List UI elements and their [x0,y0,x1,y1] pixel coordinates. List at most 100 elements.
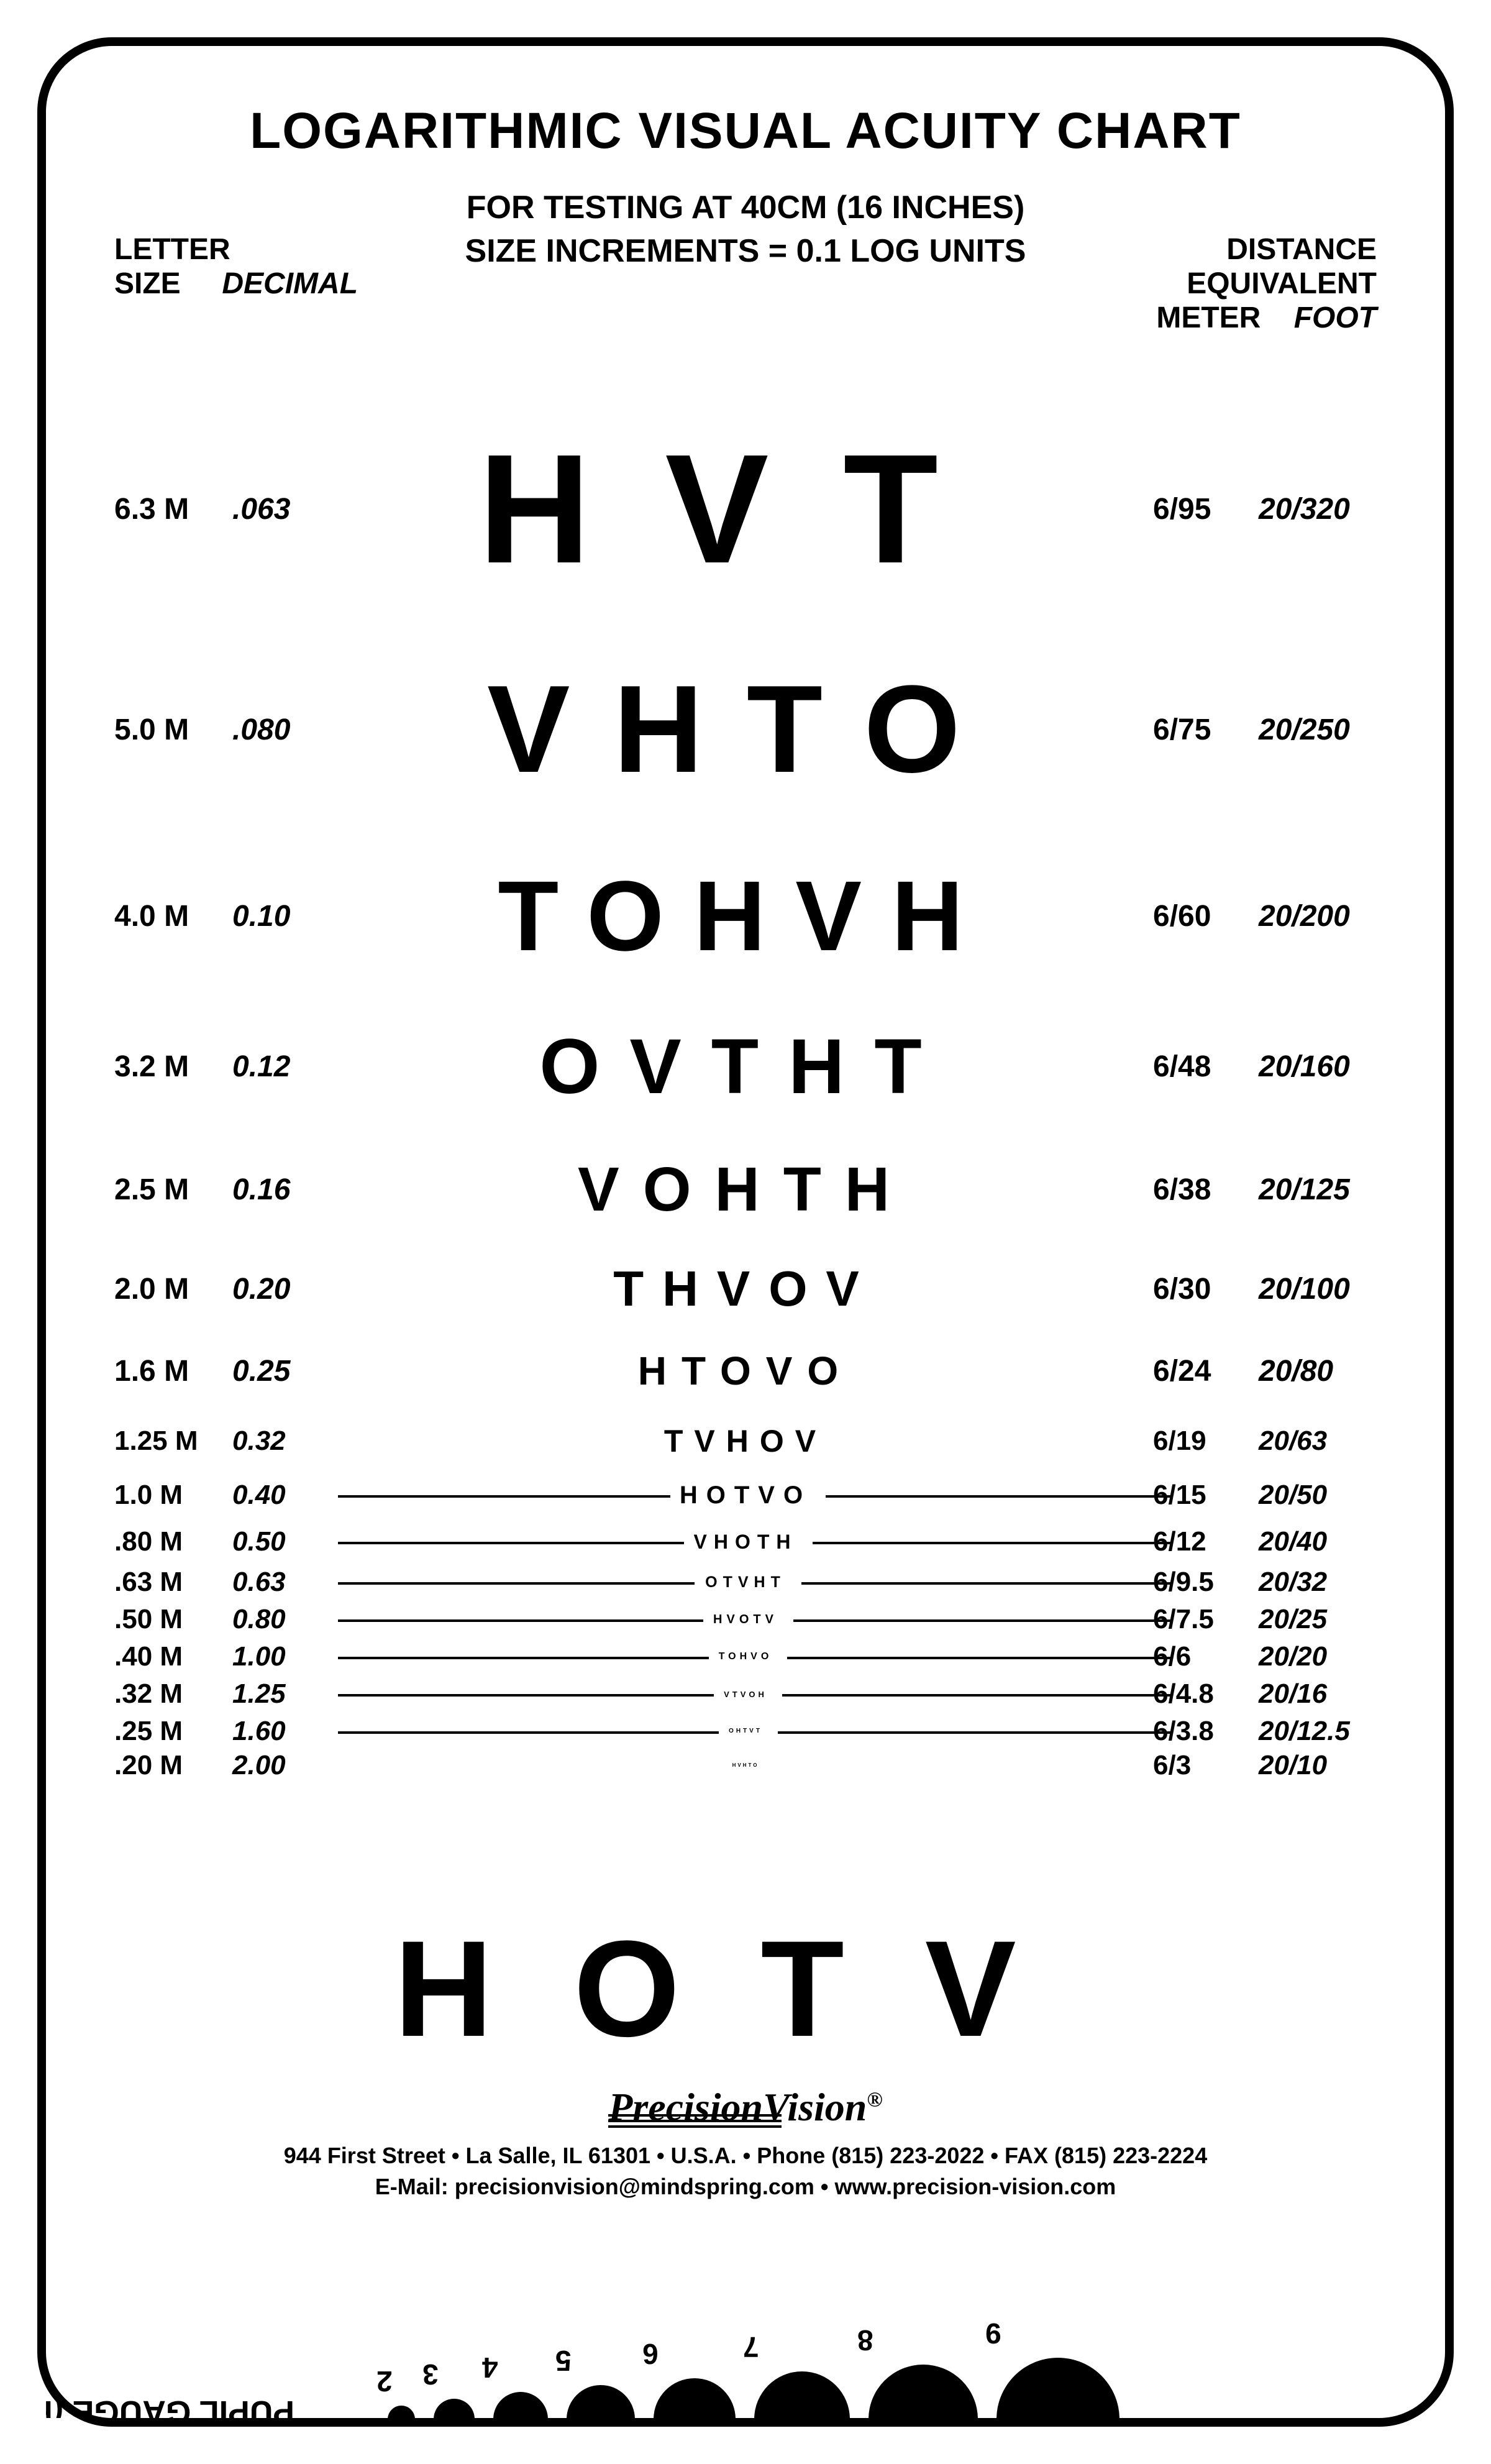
optotype-letters: HTOVO [357,1351,1134,1391]
guide-line [793,1619,1171,1622]
guide-line [782,1694,1170,1697]
optotype-letters: HVT [357,431,1134,587]
pupil-dot [388,2406,415,2418]
acuity-row: 2.5 M0.16VOHTH6/3820/125 [46,1158,1445,1221]
letter-size: 5.0 M [114,713,226,747]
guide-line [338,1542,684,1544]
optotype-letters: HVHTO [357,1763,1134,1768]
acuity-row: .25 M1.60OHTVT6/3.820/12.5 [46,1718,1445,1745]
pupil-dot [754,2371,850,2418]
chart-card: LOGARITHMIC VISUAL ACUITY CHART FOR TEST… [37,37,1454,2427]
pupil-size-label: 3 [422,2358,439,2391]
acuity-row: 1.25 M0.32TVHOV6/1920/63 [46,1426,1445,1457]
chart-subtitle-1: FOR TESTING AT 40CM (16 INCHES) [46,189,1445,226]
header-left-decimal: DECIMAL [222,267,358,300]
bottom-sample-letters: HOTV [46,1910,1445,2068]
pupil-dot [869,2365,978,2418]
header-right-meter: METER [1156,301,1261,334]
brand-block: Precision Vision® 944 First Street • La … [46,2084,1445,2200]
letter-size: 1.25 M [114,1426,226,1457]
header-left: LETTER SIZE DECIMAL [114,232,375,301]
letter-size: .40 M [114,1641,226,1672]
letter-size: 6.3 M [114,492,226,526]
acuity-row: 1.6 M0.25HTOVO6/2420/80 [46,1351,1445,1391]
acuity-row: .32 M1.25VTVOH6/4.820/16 [46,1680,1445,1708]
header-right-line1: DISTANCE EQUIVALENT [1054,232,1377,301]
brand-name: Precision Vision® [46,2084,1445,2130]
distance-foot: 20/200 [1259,899,1383,933]
brand-address: 944 First Street • La Salle, IL 61301 • … [46,2143,1445,2169]
distance-foot: 20/10 [1259,1750,1383,1781]
decimal-value: 1.60 [232,1716,332,1747]
optotype-letters: VOHTH [357,1158,1134,1221]
distance-foot: 20/12.5 [1259,1716,1383,1747]
pupil-dot [996,2358,1119,2418]
letter-size: .50 M [114,1604,226,1635]
acuity-row: .80 M0.50VHOTH6/1220/40 [46,1528,1445,1555]
pupil-size-label: 4 [482,2351,498,2384]
decimal-value: .063 [232,492,332,526]
distance-foot: 20/320 [1259,492,1383,526]
distance-meter: 6/48 [1153,1050,1259,1084]
distance-meter: 6/3 [1153,1750,1259,1781]
distance-foot: 20/40 [1259,1526,1383,1557]
pupil-dot [567,2385,635,2418]
acuity-row: .50 M0.80HVOTV6/7.520/25 [46,1606,1445,1633]
pupil-size-label: 6 [642,2337,659,2371]
decimal-value: 0.16 [232,1173,332,1207]
distance-meter: 6/60 [1153,899,1259,933]
optotype-letters: VHTO [357,667,1134,792]
letter-size: 2.0 M [114,1272,226,1306]
header-right: DISTANCE EQUIVALENT METER FOOT [1054,232,1377,336]
letter-size: .25 M [114,1716,226,1747]
pupil-size-label: 2 [376,2365,393,2398]
guide-line [778,1731,1171,1734]
decimal-value: 1.00 [232,1641,332,1672]
decimal-value: 0.63 [232,1567,332,1598]
optotype-letters: TVHOV [357,1426,1134,1457]
guide-line [338,1731,719,1734]
letter-size: 1.0 M [114,1480,226,1511]
guide-line [338,1495,670,1498]
pupil-size-label: 9 [985,2317,1001,2350]
guide-line [338,1694,714,1697]
decimal-value: 0.50 [232,1526,332,1557]
pupil-gauge: PUPIL GAUGE (mm) 23456789 [46,2256,1445,2418]
letter-size: .20 M [114,1750,226,1781]
decimal-value: 0.80 [232,1604,332,1635]
acuity-row: 1.0 M0.40HOTVO6/1520/50 [46,1482,1445,1509]
acuity-row: .63 M0.63OTVHT6/9.520/32 [46,1569,1445,1596]
guide-line [338,1582,695,1585]
acuity-row: 2.0 M0.20THVOV6/3020/100 [46,1264,1445,1314]
distance-foot: 20/32 [1259,1567,1383,1598]
guide-line [338,1619,703,1622]
pupil-size-label: 8 [857,2324,873,2357]
header-left-line1: LETTER [114,232,375,267]
distance-meter: 6/30 [1153,1272,1259,1306]
distance-meter: 6/75 [1153,713,1259,747]
distance-foot: 20/50 [1259,1480,1383,1511]
optotype-letters: THVOV [357,1264,1134,1314]
header-right-foot: FOOT [1294,301,1377,334]
pupil-dot [493,2392,548,2418]
optotype-letters: TOHVH [357,866,1134,966]
decimal-value: 0.25 [232,1354,332,1388]
pupil-size-label: 5 [555,2344,572,2378]
acuity-row: 6.3 M.063HVT6/9520/320 [46,431,1445,587]
distance-foot: 20/20 [1259,1641,1383,1672]
guide-line [801,1582,1170,1585]
distance-foot: 20/16 [1259,1679,1383,1710]
guide-line [826,1495,1170,1498]
pupil-dot [654,2378,736,2418]
acuity-row: 5.0 M.080VHTO6/7520/250 [46,667,1445,792]
letter-size: 4.0 M [114,899,226,933]
distance-foot: 20/125 [1259,1173,1383,1207]
chart-rows-area: 6.3 M.063HVT6/9520/3205.0 M.080VHTO6/752… [46,344,1445,2020]
acuity-row: .40 M1.00TOHVO6/620/20 [46,1643,1445,1670]
pupil-size-label: 7 [743,2330,759,2364]
distance-foot: 20/80 [1259,1354,1383,1388]
distance-meter: 6/24 [1153,1354,1259,1388]
distance-foot: 20/250 [1259,713,1383,747]
chart-title: LOGARITHMIC VISUAL ACUITY CHART [46,102,1445,160]
acuity-row: 4.0 M0.10TOHVH6/6020/200 [46,866,1445,966]
